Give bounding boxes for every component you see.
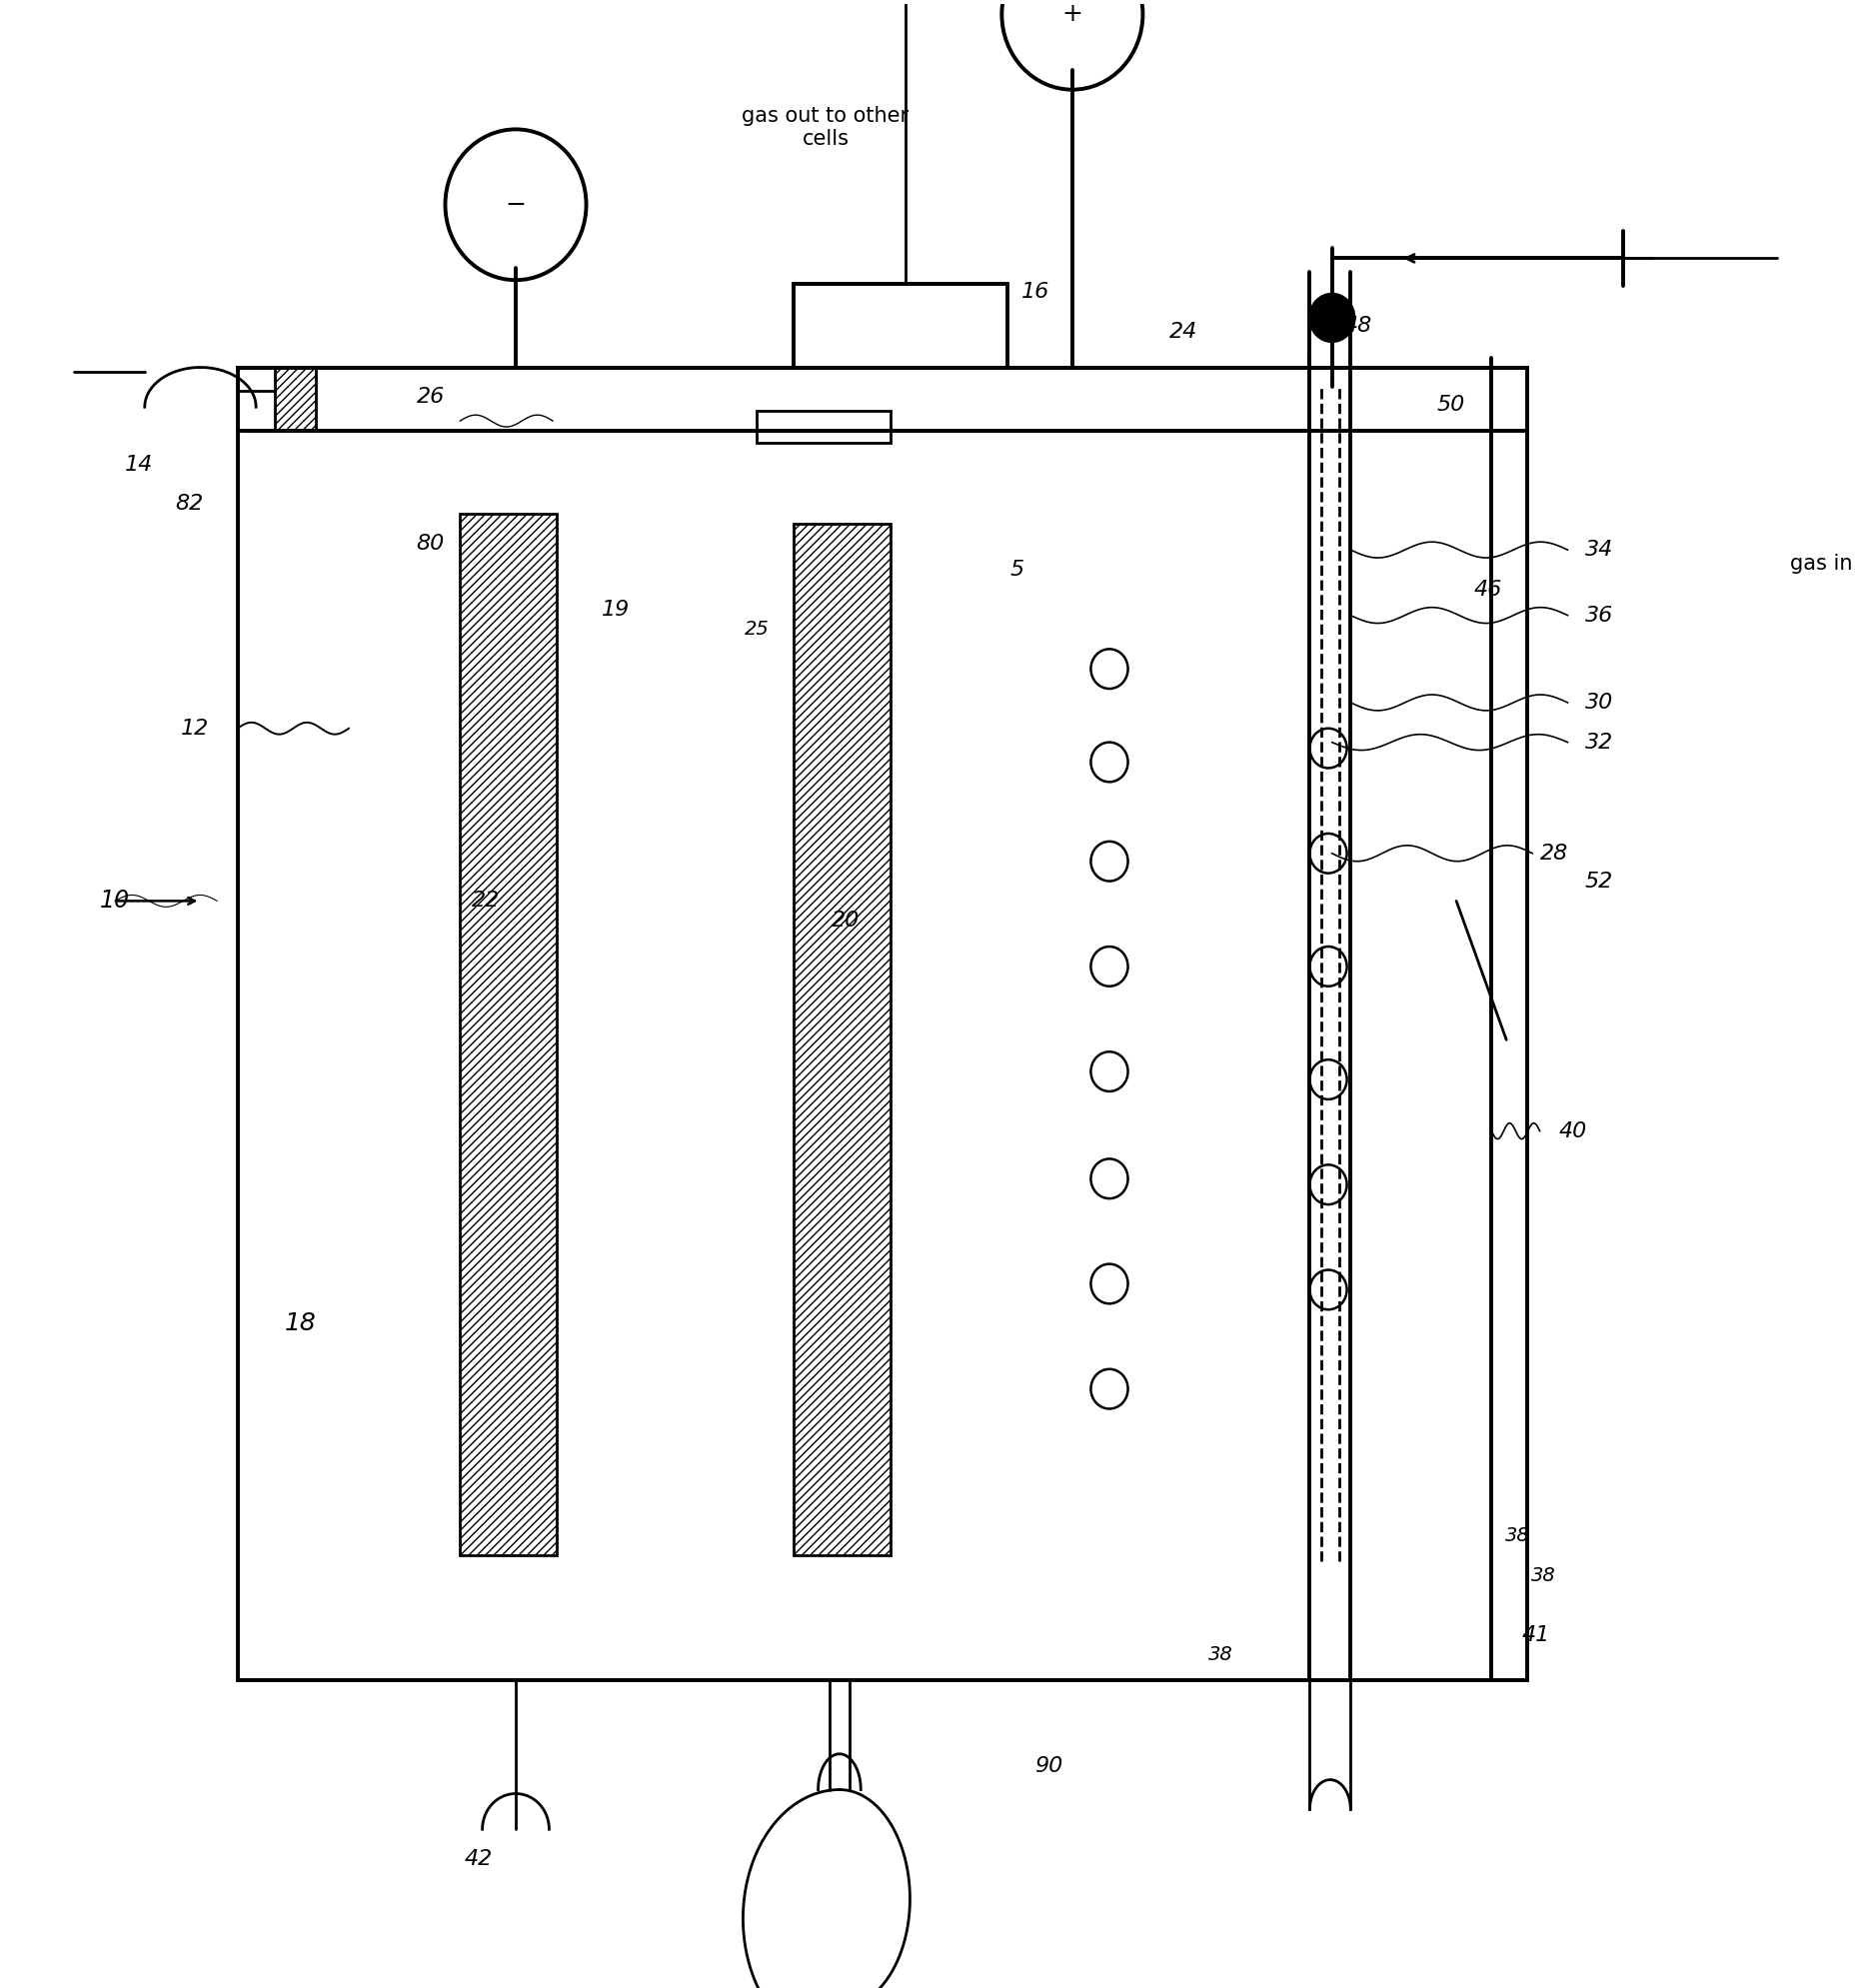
Bar <box>459 515 556 1555</box>
Text: 24: 24 <box>1169 322 1199 342</box>
Text: 52: 52 <box>1585 871 1613 891</box>
Text: 42: 42 <box>465 1849 493 1869</box>
Text: gas in: gas in <box>1790 555 1852 575</box>
Text: 40: 40 <box>1559 1121 1587 1141</box>
Text: 12: 12 <box>181 718 209 738</box>
Text: 34: 34 <box>1585 541 1613 561</box>
Bar <box>237 368 1527 1680</box>
Text: 25: 25 <box>745 620 769 638</box>
Text: 18: 18 <box>284 1312 316 1336</box>
Text: 38: 38 <box>1208 1646 1232 1664</box>
Text: 5: 5 <box>1010 561 1023 580</box>
Text: 41: 41 <box>1522 1624 1550 1644</box>
Text: 20: 20 <box>833 911 861 930</box>
Text: 48: 48 <box>1344 316 1372 336</box>
Text: 38: 38 <box>1531 1567 1555 1584</box>
Bar <box>793 525 891 1555</box>
Text: 50: 50 <box>1436 396 1466 415</box>
Text: 22: 22 <box>472 891 500 911</box>
Text: 14: 14 <box>125 455 153 475</box>
Text: 38: 38 <box>1505 1527 1529 1545</box>
Text: 82: 82 <box>175 495 204 515</box>
Text: 46: 46 <box>1473 580 1501 600</box>
Text: 16: 16 <box>1021 282 1049 302</box>
Text: 90: 90 <box>1034 1755 1062 1775</box>
Text: 80: 80 <box>416 535 444 555</box>
Circle shape <box>1311 294 1354 342</box>
Text: gas out to other
cells: gas out to other cells <box>741 105 909 149</box>
Text: 10: 10 <box>101 889 131 912</box>
Text: 30: 30 <box>1585 692 1613 712</box>
Bar <box>756 412 891 443</box>
Text: 32: 32 <box>1585 732 1613 751</box>
Text: 36: 36 <box>1585 604 1613 626</box>
Text: 26: 26 <box>416 388 444 408</box>
Text: 28: 28 <box>1540 843 1568 863</box>
Bar <box>793 284 1008 368</box>
Text: 19: 19 <box>601 598 629 620</box>
Text: +: + <box>1062 2 1083 26</box>
Text: −: − <box>506 193 526 217</box>
Bar <box>274 368 316 431</box>
